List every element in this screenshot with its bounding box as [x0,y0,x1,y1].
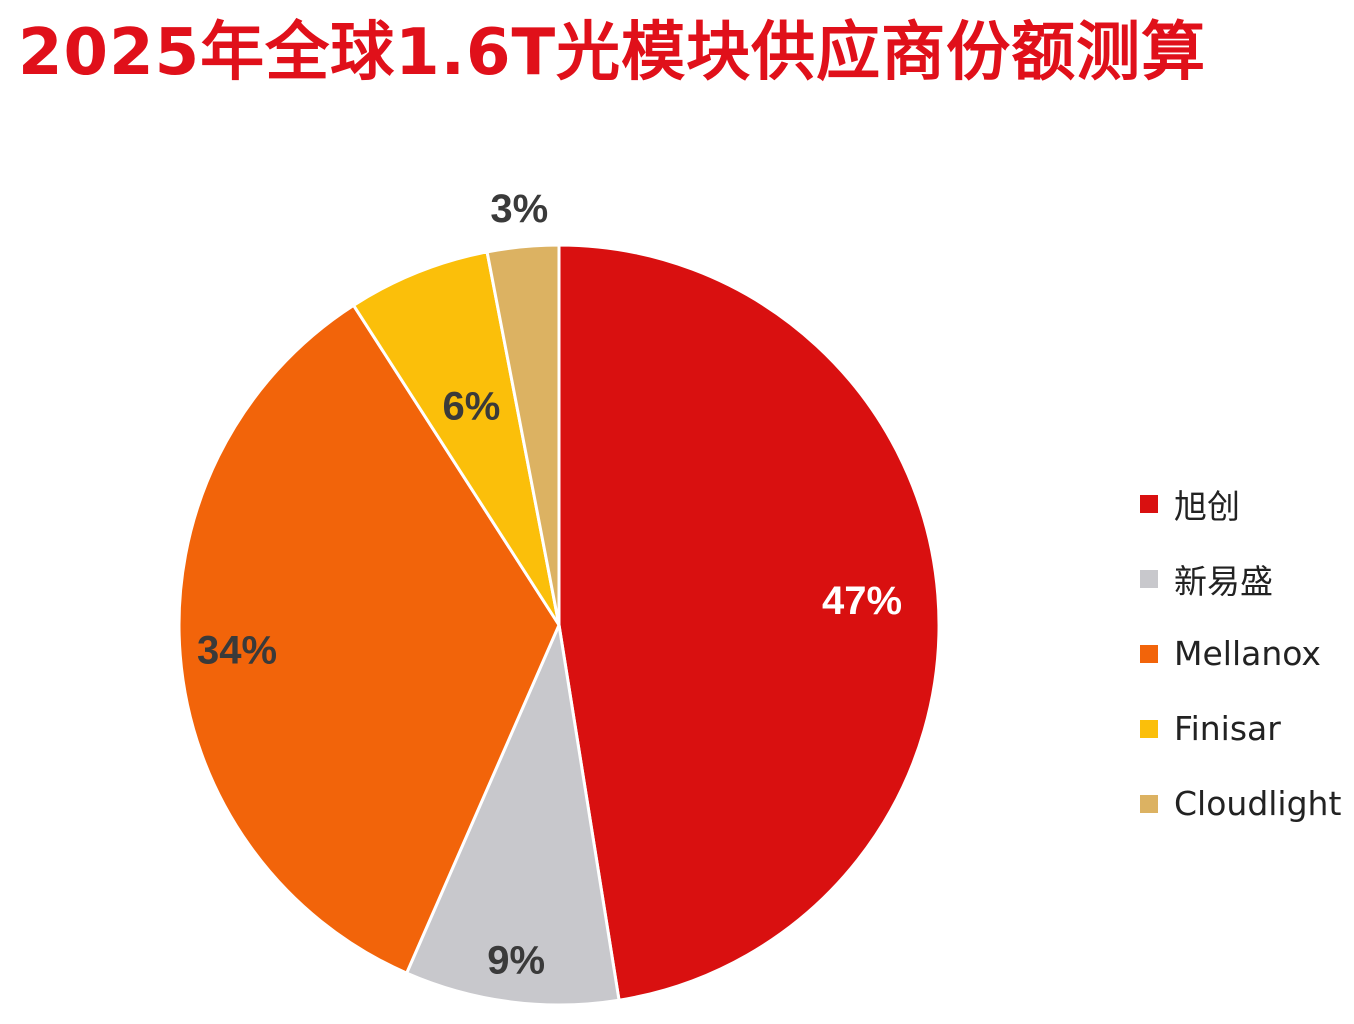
legend-swatch [1140,569,1158,588]
pie-slices [177,243,941,1007]
slice-label-1: 47% [822,579,902,623]
legend-swatch [1140,644,1158,663]
legend-label: Cloudlight [1174,784,1342,823]
slice-label-4: 6% [442,384,500,428]
legend-item-3: Mellanox [1140,616,1350,691]
legend-item-2: 新易盛 [1140,541,1350,616]
pie-slice-3 [177,303,561,975]
legend-swatch [1140,719,1158,738]
legend-label: 新易盛 [1174,561,1273,601]
legend-label: Mellanox [1174,634,1321,673]
pie-labels: 47% 9% 34% 6% 3% [197,187,902,983]
pie-slice-4 [352,250,561,627]
legend-swatch [1140,794,1158,813]
legend-item-5: Cloudlight [1140,766,1350,841]
legend-label: 旭创 [1174,486,1240,526]
legend-label: Finisar [1174,709,1281,748]
slice-label-2: 9% [487,939,545,983]
legend: 旭创新易盛 Mellanox Finisar Cloudlight [1140,466,1350,841]
slice-label-5: 3% [490,187,548,231]
pie-slice-1 [557,243,941,1002]
legend-item-1: 旭创 [1140,466,1350,541]
legend-item-4: Finisar [1140,691,1350,766]
pie-slice-2 [405,623,621,1007]
legend-swatch [1140,494,1158,513]
chart-title: 2025年全球1.6T光模块供应商份额测算 [18,16,1207,90]
slice-label-3: 34% [197,629,277,673]
pie-slice-5 [485,243,561,627]
